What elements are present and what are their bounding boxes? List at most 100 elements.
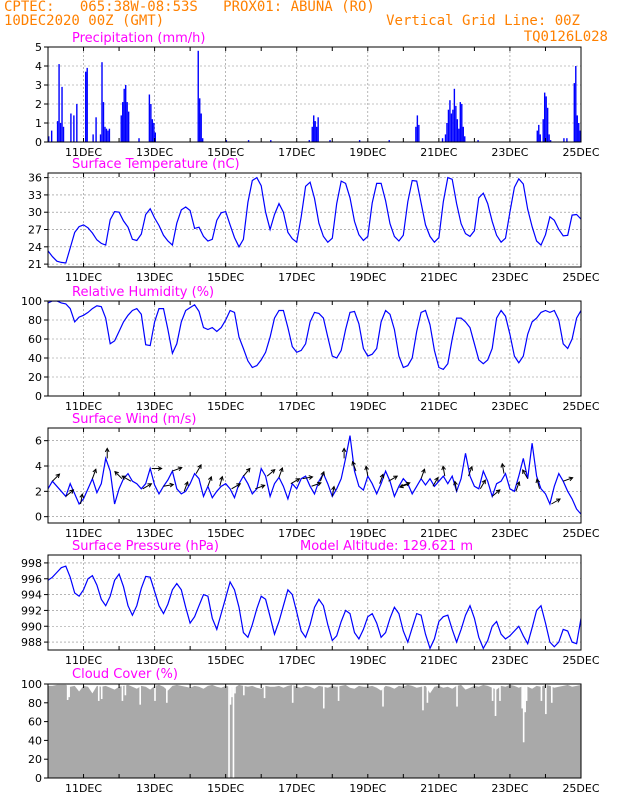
precip-bar (92, 134, 94, 142)
x-tick-label: 11DEC (65, 654, 102, 667)
y-tick-label: 994 (21, 589, 42, 602)
plot-frame (47, 554, 582, 651)
plot-frame (47, 683, 582, 779)
y-tick-label: 992 (21, 604, 42, 617)
x-tick-label: 23DEC (491, 654, 528, 667)
y-tick-label: 3 (35, 79, 42, 92)
wind-arrow (142, 483, 153, 490)
cloud-cover-gap (166, 684, 168, 703)
cloud-cover-gap (499, 684, 501, 701)
precip-bar (308, 140, 310, 142)
cloud-cover-gap (97, 684, 100, 701)
x-tick-label: 11DEC (65, 782, 102, 795)
precip-bar (444, 134, 447, 142)
x-tick-label: 19DEC (349, 271, 386, 284)
header-station: CPTEC: 065:38W-08:53S PROX01: ABUNA (RO) (4, 0, 375, 15)
precip-bar (153, 123, 155, 142)
wind-arrow (121, 475, 132, 482)
precip-bar (456, 119, 459, 142)
precip-bar (50, 130, 53, 142)
precip-bar (123, 88, 125, 142)
precip-bar (126, 102, 128, 142)
precip-bar (56, 121, 59, 142)
x-tick-label: 23DEC (491, 400, 528, 413)
x-tick-label: 19DEC (349, 400, 386, 413)
x-tick-label: 11DEC (65, 146, 102, 159)
x-tick-label: 11DEC (65, 527, 102, 540)
y-tick-label: 33 (28, 189, 42, 202)
precip-bar (313, 115, 315, 142)
y-tick-label: 1 (35, 117, 42, 130)
x-tick-label: 17DEC (278, 527, 315, 540)
precip-bar (104, 126, 106, 142)
wind-arrow (420, 468, 426, 479)
precip-bar (538, 124, 540, 142)
precip-bar (578, 123, 580, 142)
cloud-cover-gap (322, 684, 325, 709)
wind-arrow (207, 475, 213, 487)
panel-cloud: Cloud Cover (%) 0 20 40 60 80 100 11DEC 13DEC 15D… (21, 667, 600, 795)
precip-bar (138, 138, 140, 142)
plot-frame (47, 427, 582, 524)
precip-bar (199, 98, 201, 142)
precip-bar (549, 140, 552, 142)
wind-arrow (278, 467, 284, 478)
y-tick-label: 0 (35, 772, 42, 785)
x-tick-label: 23DEC (491, 782, 528, 795)
y-tick-label: 40 (28, 352, 42, 365)
cloud-cover-gap (521, 684, 523, 709)
x-tick-label: 21DEC (420, 527, 457, 540)
y-tick-label: 6 (35, 435, 42, 448)
precip-bar (122, 102, 124, 142)
x-tick-label: 15DEC (207, 782, 244, 795)
wind-arrow (172, 466, 183, 472)
x-tick-label: 13DEC (136, 782, 173, 795)
cloud-cover-gap (525, 684, 528, 701)
precip-bar (545, 96, 547, 142)
wind-arrow (351, 460, 357, 472)
precip-bar (108, 128, 111, 142)
wind-series-line (48, 435, 581, 515)
cloud-cover-gap (524, 684, 526, 713)
precip-bar (441, 138, 444, 142)
panel-pres: Surface Pressure (hPa) Model Altitude: 12… (21, 539, 600, 667)
y-tick-label: 0 (35, 136, 42, 149)
panel-precip: Precipitation (mm/h) 0 1 2 3 4 5 11DEC 13DEC 15DE… (35, 31, 600, 159)
header-grid-note: Vertical Grid Line: 00Z (386, 13, 580, 29)
wind-arrow (479, 479, 486, 490)
wind-arrow (151, 466, 163, 471)
x-tick-label: 21DEC (420, 400, 457, 413)
x-tick-label: 15DEC (207, 654, 244, 667)
precip-bar (573, 83, 576, 142)
y-tick-label: 0 (35, 511, 42, 524)
header-date: 10DEC2020 00Z (GMT) (4, 13, 165, 29)
x-tick-label: 17DEC (278, 782, 315, 795)
cloud-cover-gap (426, 684, 429, 703)
wind-arrow (65, 489, 75, 497)
precip-bar (415, 126, 417, 142)
precip-bar (453, 88, 456, 142)
x-tick-label: 25DEC (562, 654, 599, 667)
precip-bar (105, 128, 108, 142)
cloud-cover-gap (291, 684, 294, 703)
y-tick-label: 60 (28, 333, 42, 346)
wind-arrow (468, 465, 473, 477)
y-tick-label: 24 (28, 241, 42, 254)
precip-bar (455, 105, 457, 142)
wind-arrow (104, 447, 110, 459)
y-tick-label: 2 (35, 98, 42, 111)
x-tick-label: 13DEC (136, 527, 173, 540)
wind-arrow (311, 481, 322, 487)
y-tick-label: 27 (28, 224, 42, 237)
precip-bar (247, 140, 250, 142)
precip-bar (101, 62, 103, 143)
precip-bar (148, 94, 151, 142)
plot-frame (47, 46, 582, 143)
precip-bar (576, 115, 578, 142)
x-tick-label: 19DEC (349, 782, 386, 795)
precip-bar (73, 115, 75, 142)
cloud-cover-gap (231, 684, 233, 698)
precip-bar (548, 134, 550, 142)
precip-bar (120, 115, 122, 142)
